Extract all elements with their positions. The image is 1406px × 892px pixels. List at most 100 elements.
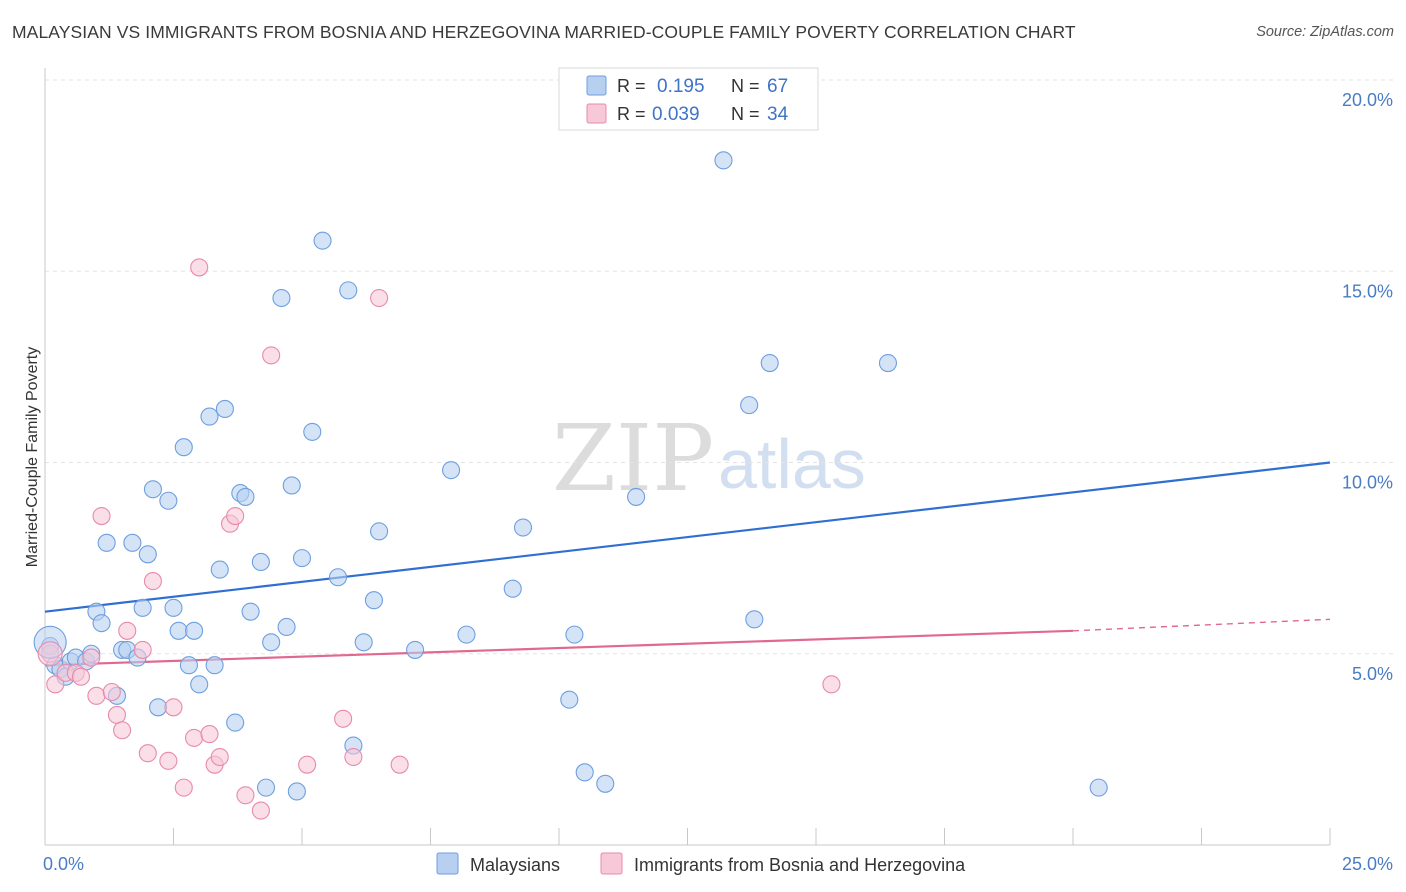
point-bosnia [344, 747, 363, 767]
x-tick-label-min: 0.0% [43, 854, 84, 874]
point-malaysians [313, 231, 332, 250]
point-bosnia [262, 346, 281, 365]
point-malaysians [714, 151, 733, 170]
stats-legend-r-label-1: R = [617, 104, 646, 124]
point-malaysians [1089, 778, 1108, 797]
point-malaysians [370, 522, 389, 541]
point-malaysians [149, 698, 168, 717]
point-malaysians [303, 422, 322, 441]
point-bosnia [334, 709, 353, 728]
point-malaysians [328, 568, 348, 587]
point-bosnia [174, 778, 193, 797]
point-malaysians [138, 545, 157, 564]
series-legend-label-malaysians: Malaysians [470, 855, 560, 875]
point-bosnia [822, 675, 841, 694]
point-bosnia [185, 728, 204, 747]
point-malaysians [133, 598, 152, 617]
trendline-bosnia-extension [1072, 618, 1331, 632]
point-malaysians [560, 690, 579, 709]
point-bosnia [298, 755, 317, 774]
series-legend-swatch-bosnia [600, 852, 623, 875]
stats-legend-n-label-0: N = [731, 76, 760, 96]
point-malaysians [143, 480, 162, 499]
point-bosnia [370, 288, 389, 308]
point-bosnia [210, 747, 229, 767]
stats-legend-n-value-1: 34 [767, 104, 789, 125]
point-malaysians [565, 625, 584, 644]
point-malaysians [575, 763, 594, 782]
y-tick-label: 20.0% [1342, 90, 1393, 110]
point-bosnia [82, 648, 101, 667]
stats-legend-r-value-0: 0.195 [657, 76, 705, 97]
point-malaysians [236, 487, 255, 506]
stats-legend: R = 0.195 N = 67 R = 0.039 N = 34 [558, 67, 819, 131]
point-malaysians [272, 288, 291, 308]
point-malaysians [174, 438, 193, 457]
point-malaysians [215, 399, 234, 419]
point-malaysians [205, 656, 224, 675]
point-malaysians [339, 281, 358, 300]
point-malaysians [292, 549, 312, 568]
point-malaysians [262, 633, 281, 652]
point-malaysians [241, 602, 260, 621]
point-bosnia [113, 721, 132, 740]
point-malaysians [745, 610, 764, 629]
point-bosnia [138, 744, 157, 763]
point-bosnia [164, 698, 183, 717]
point-malaysians [190, 675, 209, 694]
point-bosnia [226, 506, 245, 526]
point-malaysians [169, 621, 188, 640]
point-bosnia [92, 506, 111, 526]
point-malaysians [256, 778, 276, 797]
watermark-atlas: atlas [718, 425, 866, 503]
point-malaysians [513, 518, 533, 537]
point-malaysians [185, 621, 204, 640]
y-axis-title: Married-Couple Family Poverty [24, 347, 41, 568]
point-malaysians [354, 633, 373, 652]
point-malaysians [457, 625, 476, 644]
stats-legend-swatch-bosnia [586, 103, 607, 124]
point-bosnia [159, 751, 178, 770]
point-malaysians [179, 656, 198, 675]
point-bosnia [118, 621, 137, 640]
point-bosnia [251, 801, 270, 820]
point-malaysians [210, 560, 229, 579]
point-malaysians [627, 487, 646, 506]
stats-legend-swatch-malaysians [586, 75, 607, 96]
point-bosnia [71, 667, 91, 686]
point-malaysians [760, 353, 779, 373]
point-bosnia [102, 682, 121, 702]
point-malaysians [282, 476, 301, 495]
point-bosnia [390, 755, 409, 774]
point-malaysians [878, 353, 898, 373]
point-malaysians [503, 579, 522, 598]
point-bosnia [87, 686, 106, 705]
y-tick-label: 15.0% [1342, 281, 1393, 301]
point-malaysians [159, 491, 178, 510]
stats-legend-n-value-0: 67 [767, 76, 788, 97]
point-layer [33, 151, 1108, 820]
point-malaysians [740, 396, 759, 415]
trendline-malaysians [44, 461, 1331, 613]
point-malaysians [277, 617, 296, 637]
chart-title: MALAYSIAN VS IMMIGRANTS FROM BOSNIA AND … [12, 22, 1076, 42]
chart-source: Source: ZipAtlas.com [1256, 24, 1394, 40]
point-malaysians [251, 552, 270, 572]
x-tick-label-max: 25.0% [1342, 854, 1393, 874]
point-malaysians [123, 533, 142, 552]
series-legend-label-bosnia: Immigrants from Bosnia and Herzegovina [634, 855, 966, 875]
point-bosnia [143, 572, 162, 591]
y-tick-label: 5.0% [1352, 664, 1393, 684]
stats-legend-r-value-1: 0.039 [652, 104, 700, 125]
point-bosnia [236, 786, 255, 805]
point-malaysians [226, 713, 245, 732]
point-malaysians [92, 614, 111, 633]
stats-legend-n-label-1: N = [731, 104, 760, 124]
series-legend-swatch-malaysians [436, 852, 459, 875]
series-legend: Malaysians Immigrants from Bosnia and He… [436, 852, 966, 875]
point-malaysians [406, 640, 425, 659]
stats-legend-r-label-0: R = [617, 76, 646, 96]
point-bosnia [200, 725, 219, 744]
point-malaysians [364, 591, 384, 610]
